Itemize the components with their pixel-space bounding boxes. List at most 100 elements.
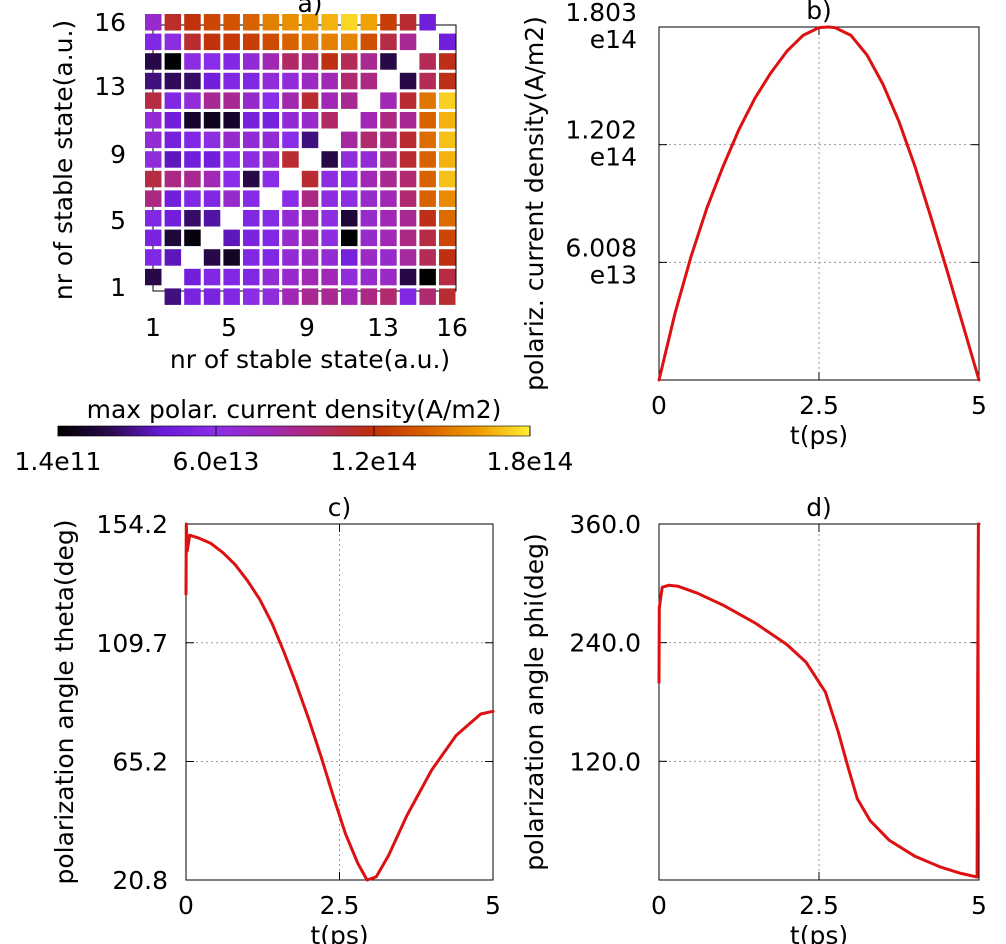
heatmap-cell — [399, 210, 417, 227]
plot-frame — [185, 523, 494, 881]
heatmap-cell — [145, 92, 162, 109]
x-tick-label: 2.5 — [799, 391, 839, 420]
heatmap-cell — [380, 92, 397, 109]
heatmap-cell — [301, 190, 319, 207]
heatmap-cell — [164, 112, 182, 129]
heatmap-cell — [321, 288, 338, 305]
y-tick-label: 13 — [94, 72, 126, 101]
panel-title-a: a) — [297, 0, 322, 18]
x-tick-label: 1 — [145, 313, 161, 342]
panel-c: 0 2.5 5 20.8 65.2 109.7 154.2 c) t(ps) polarizati… — [50, 493, 501, 944]
heatmap-cell — [262, 288, 280, 305]
heatmap-cell — [262, 268, 280, 286]
heatmap-cell — [164, 190, 182, 207]
heatmap-cell — [243, 229, 260, 247]
heatmap-cell — [164, 131, 182, 149]
heatmap-cell — [223, 151, 240, 168]
heatmap-cell — [341, 92, 358, 109]
heatmap-cell — [203, 72, 221, 90]
heatmap-cell — [262, 53, 280, 70]
heatmap-cell — [203, 151, 221, 168]
heatmap-cell — [243, 151, 260, 168]
heatmap-cell — [145, 33, 162, 51]
heatmap-cell — [164, 229, 182, 247]
heatmap-cell — [360, 112, 378, 129]
heatmap-cell — [282, 92, 299, 109]
heatmap-cell — [262, 131, 280, 149]
x-axis-label: t(ps) — [790, 921, 848, 944]
heatmap-cell — [301, 53, 319, 70]
heatmap-cell — [341, 288, 358, 305]
heatmap-cell — [301, 249, 319, 266]
y-tick-label: 1.202 — [565, 116, 637, 145]
heatmap-cell — [419, 151, 436, 168]
y-tick-label: 240.0 — [569, 629, 641, 658]
heatmap-cell — [164, 288, 182, 305]
heatmap-cell — [184, 112, 201, 129]
heatmap-cell — [243, 288, 260, 305]
heatmap-cell — [341, 151, 358, 168]
heatmap-cell — [321, 112, 338, 129]
heatmap-cell — [301, 268, 319, 286]
plot-frame — [658, 523, 980, 881]
heatmap-cell — [380, 249, 397, 266]
heatmap-cell — [203, 249, 221, 266]
heatmap-cell — [223, 92, 240, 109]
heatmap-cell — [282, 210, 299, 227]
heatmap-cell — [439, 210, 456, 227]
heatmap-cell — [223, 229, 240, 247]
heatmap-cell — [321, 92, 338, 109]
heatmap-cell — [360, 53, 378, 70]
heatmap-cell — [321, 170, 338, 188]
heatmap-cell — [419, 112, 436, 129]
heatmap-cell — [223, 249, 240, 266]
heatmap-cell — [262, 112, 280, 129]
heatmap-cell — [439, 131, 456, 149]
heatmap-cell — [321, 53, 338, 70]
heatmap-cell — [164, 170, 182, 188]
y-tick-label: 109.7 — [96, 629, 168, 658]
heatmap-cell — [419, 170, 436, 188]
heatmap-cell — [399, 190, 417, 207]
heatmap-cell — [341, 72, 358, 90]
heatmap-cell — [341, 268, 358, 286]
heatmap-cell — [243, 92, 260, 109]
y-tick-label: 120.0 — [569, 747, 641, 776]
heatmap-cell — [282, 112, 299, 129]
heatmap-cell — [262, 92, 280, 109]
heatmap-cell — [243, 53, 260, 70]
heatmap-cell — [321, 249, 338, 266]
heatmap-cell — [341, 53, 358, 70]
heatmap-cell — [145, 190, 162, 207]
colorbar — [57, 425, 531, 437]
heatmap-cell — [203, 14, 221, 31]
heatmap-cell — [282, 131, 299, 149]
heatmap-cell — [184, 14, 201, 31]
heatmap-cell — [223, 190, 240, 207]
heatmap-cell — [380, 170, 397, 188]
heatmap-cell — [439, 190, 456, 207]
heatmap-cell — [399, 131, 417, 149]
heatmap-cell — [380, 190, 397, 207]
y-tick-label: 16 — [94, 8, 126, 37]
heatmap-cell — [282, 229, 299, 247]
heatmap-cell — [380, 33, 397, 51]
y-axis-label: nr of stable state(a.u.) — [49, 20, 78, 300]
x-tick-label: 0 — [178, 891, 194, 920]
heatmap-cell — [282, 72, 299, 90]
heatmap-cell — [380, 131, 397, 149]
heatmap-cell — [184, 53, 201, 70]
heatmap-cell — [145, 14, 162, 31]
heatmap-cell — [439, 53, 456, 70]
heatmap-cell — [145, 72, 162, 90]
heatmap-cell — [360, 151, 378, 168]
heatmap-cell — [399, 249, 417, 266]
heatmap-cell — [360, 72, 378, 90]
heatmap-cell — [341, 190, 358, 207]
heatmap-cell — [399, 33, 417, 51]
y-tick-label: 5 — [110, 206, 126, 235]
x-tick-label: 0 — [651, 891, 667, 920]
heatmap-cell — [321, 14, 338, 31]
heatmap-cell — [301, 131, 319, 149]
heatmap-cell — [184, 92, 201, 109]
